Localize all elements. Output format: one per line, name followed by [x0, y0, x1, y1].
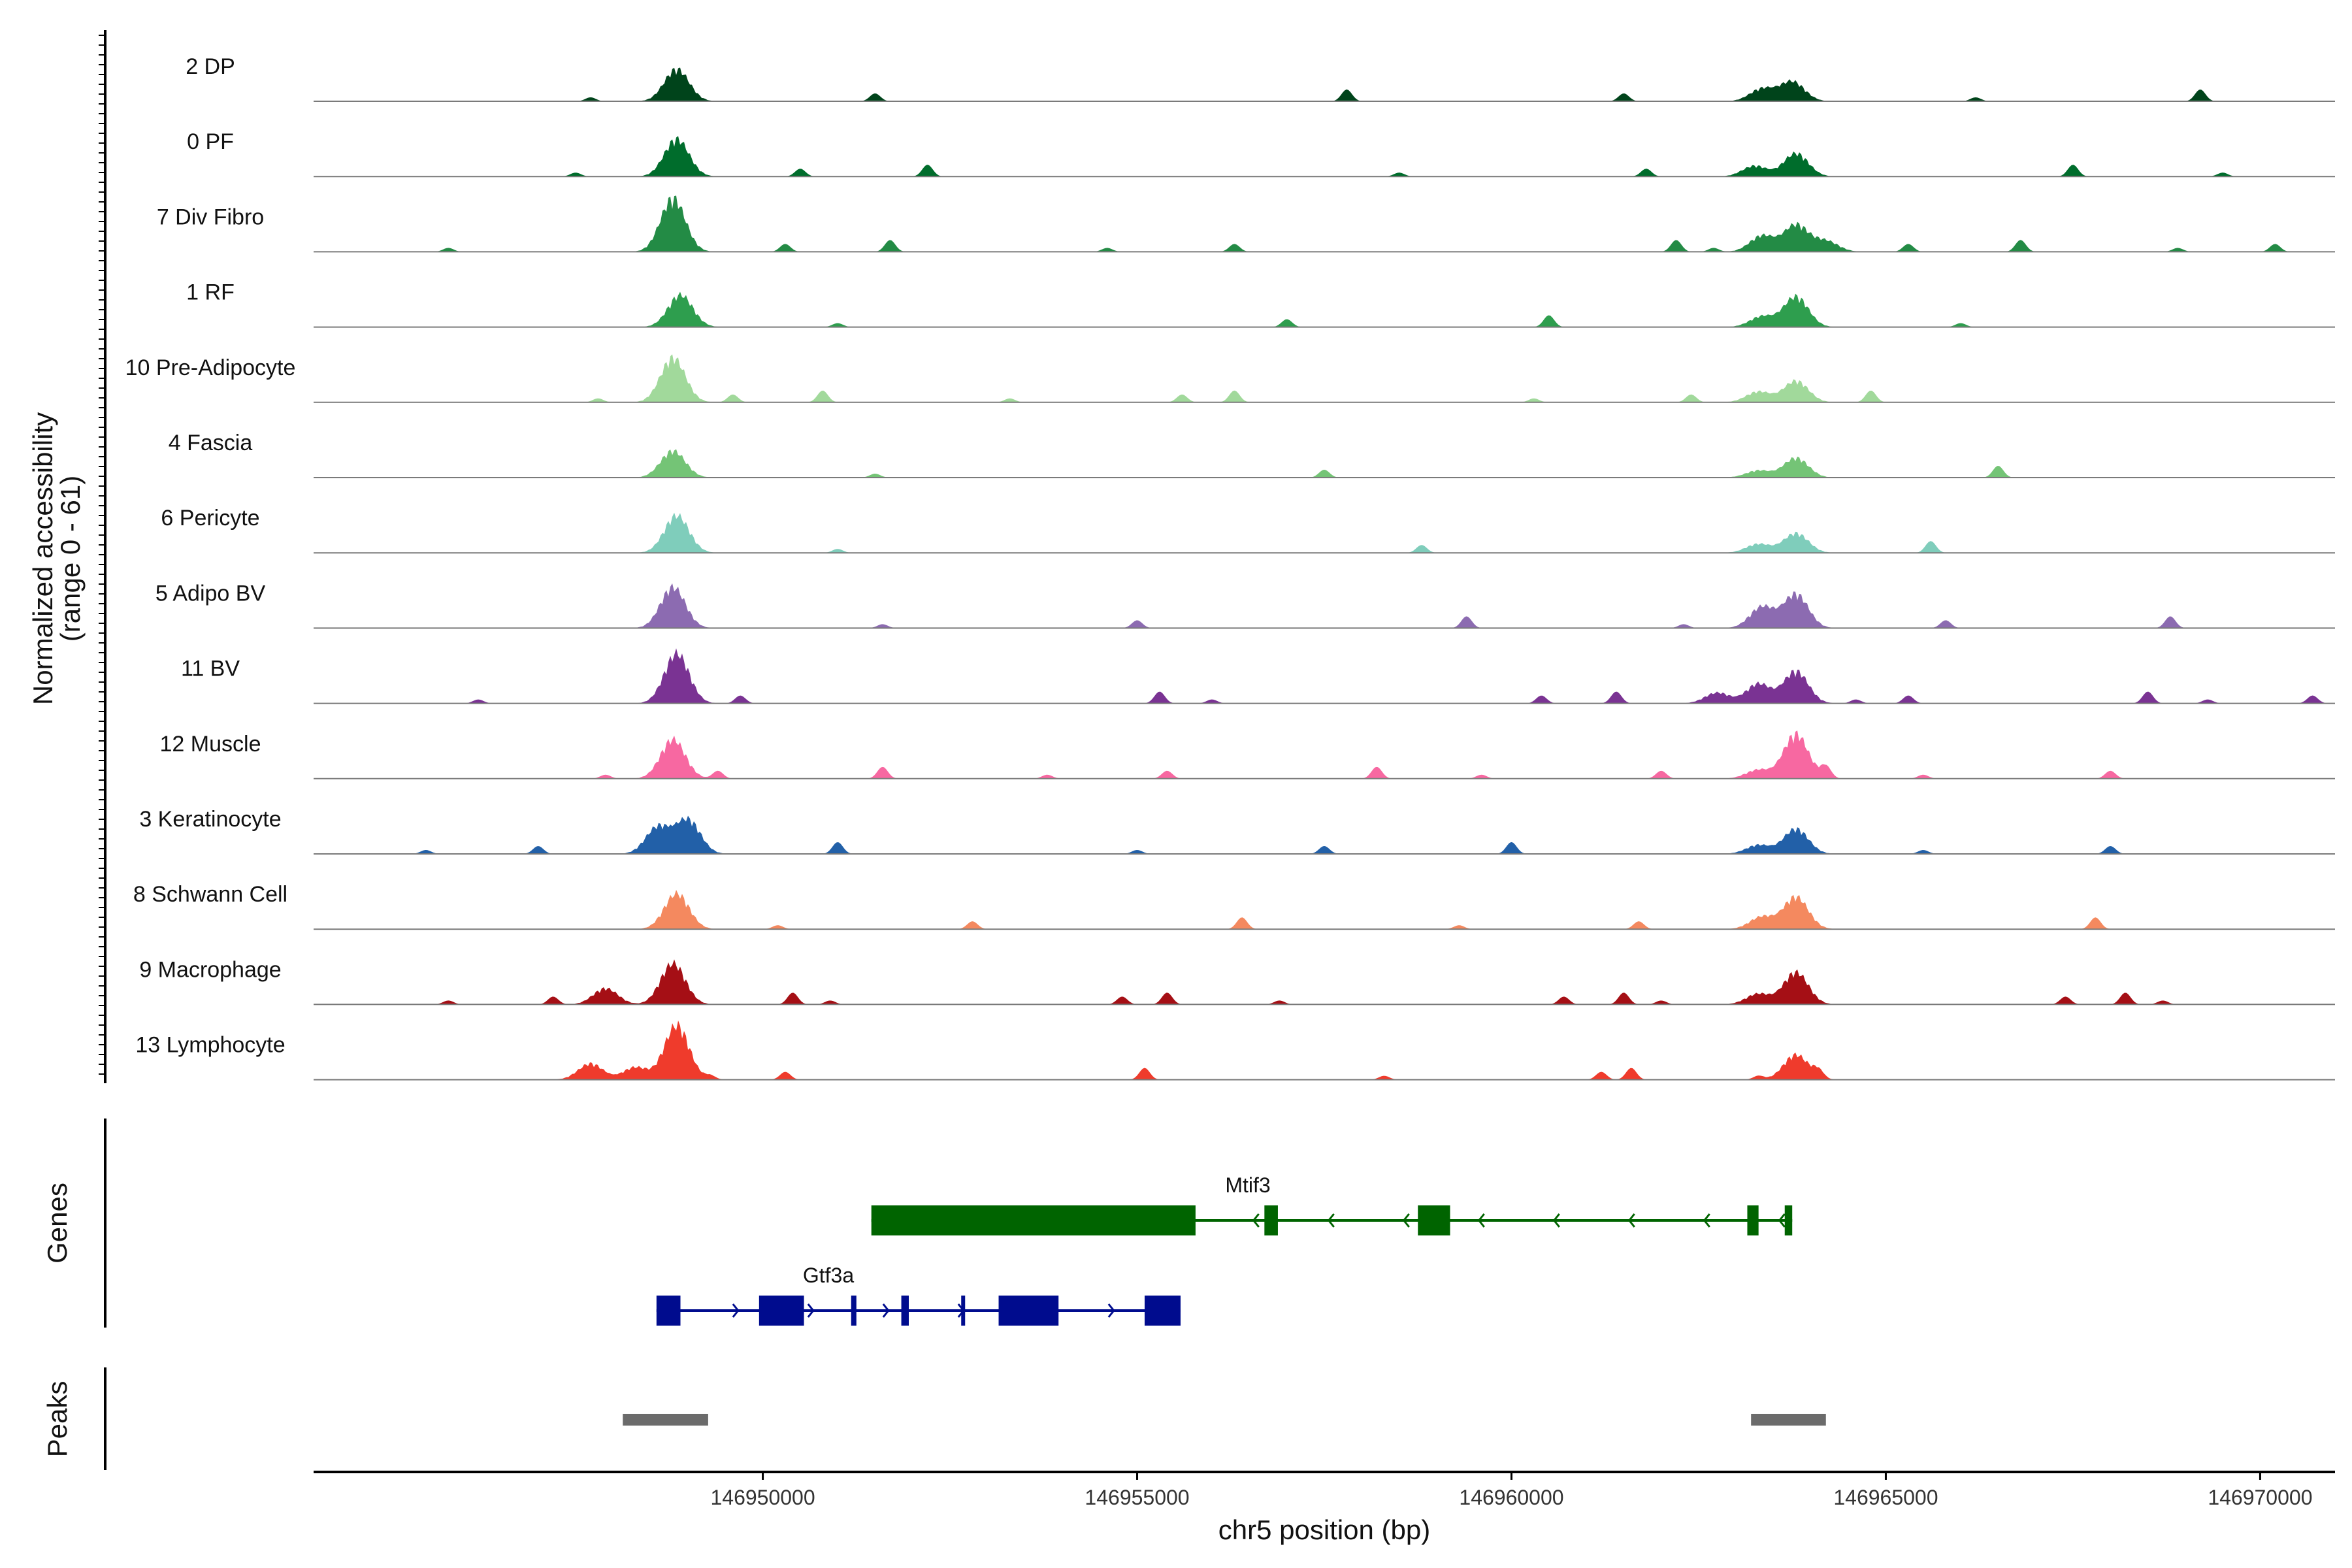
gene-exon-mtif3 — [871, 1205, 1196, 1235]
coverage-area-3-keratinocyte — [314, 815, 2335, 854]
track-label-3-keratinocyte: 3 Keratinocyte — [139, 807, 281, 832]
x-axis-ticks: 146950000 146955000 146960000 146965000 1469… — [710, 1472, 2312, 1509]
gene-strand-arrow-gtf3a — [1107, 1303, 1115, 1318]
gene-strand-arrow-mtif3 — [1477, 1213, 1485, 1228]
track-label-1-rf: 1 RF — [186, 280, 235, 305]
peaks-axis-title: Peaks — [42, 1381, 73, 1458]
coverage-area-2-dp — [314, 67, 2335, 101]
track-label-10-pre-adipocyte: 10 Pre-Adipocyte — [125, 355, 296, 380]
gene-strand-arrow-gtf3a — [807, 1303, 815, 1318]
y-axis-ticks — [99, 35, 105, 1075]
gene-exon-gtf3a — [759, 1296, 804, 1326]
x-tick-label: 146960000 — [1459, 1486, 1563, 1509]
gene-exon-gtf3a — [851, 1296, 857, 1326]
gene-exon-gtf3a — [1144, 1296, 1181, 1326]
x-tick-label: 146950000 — [710, 1486, 815, 1509]
x-axis-title: chr5 position (bp) — [1218, 1514, 1431, 1545]
track-label-13-lymphocyte: 13 Lymphocyte — [135, 1033, 285, 1058]
gene-strand-arrow-gtf3a — [732, 1303, 740, 1318]
coverage-area-1-rf — [314, 291, 2335, 327]
gene-exon-gtf3a — [998, 1296, 1059, 1326]
track-label-5-adipo-bv: 5 Adipo BV — [155, 581, 266, 606]
coverage-area-6-pericyte — [314, 512, 2335, 553]
gene-strand-arrow-mtif3 — [1552, 1213, 1560, 1228]
coverage-area-5-adipo-bv — [314, 583, 2335, 629]
track-label-4-fascia: 4 Fascia — [169, 431, 253, 455]
coverage-area-7-div-fibro — [314, 195, 2335, 252]
peak-track — [623, 1414, 1826, 1426]
gene-strand-arrow-mtif3 — [1252, 1213, 1260, 1228]
y-axis-title-line1: Normalized accessibility — [27, 412, 58, 705]
coverage-area-0-pf — [314, 136, 2335, 177]
gene-strand-arrow-mtif3 — [1327, 1213, 1335, 1228]
gene-exon-gtf3a — [901, 1296, 909, 1326]
coverage-area-8-schwann-cell — [314, 889, 2335, 930]
coverage-area-11-bv — [314, 648, 2335, 704]
y-axis-title-line2: (range 0 - 61) — [55, 476, 86, 642]
coverage-area-4-fascia — [314, 449, 2335, 478]
gene-strand-arrow-mtif3 — [1627, 1213, 1635, 1228]
gene-exon-gtf3a — [656, 1296, 681, 1326]
gene-strand-arrow-mtif3 — [1402, 1213, 1410, 1228]
gene-exon-mtif3 — [1784, 1205, 1793, 1235]
track-label-11-bv: 11 BV — [181, 657, 240, 681]
gene-exon-mtif3 — [1418, 1205, 1450, 1235]
gene-strand-arrow-mtif3 — [1778, 1213, 1786, 1228]
coverage-tracks — [314, 67, 2335, 1081]
gene-strand-arrow-gtf3a — [882, 1303, 890, 1318]
genes-axis-title: Genes — [42, 1183, 73, 1264]
gene-exon-mtif3 — [1264, 1205, 1278, 1235]
peak-region — [623, 1414, 708, 1426]
coverage-area-12-muscle — [314, 730, 2335, 779]
gene-exon-gtf3a — [961, 1296, 966, 1326]
coverage-area-9-macrophage — [314, 959, 2335, 1005]
track-label-7-div-fibro: 7 Div Fibro — [157, 204, 264, 229]
gene-label-mtif3: Mtif3 — [1225, 1173, 1270, 1197]
track-labels: 2 DP 0 PF 7 Div Fibro 1 RF 10 Pre-Adipocyte 4… — [125, 54, 296, 1058]
peak-region — [1751, 1414, 1826, 1426]
track-label-9-macrophage: 9 Macrophage — [139, 957, 281, 982]
track-label-2-dp: 2 DP — [186, 54, 235, 79]
gene-track: Gtf3a Mtif3 — [656, 1173, 1793, 1326]
track-label-6-pericyte: 6 Pericyte — [161, 506, 259, 531]
coverage-area-13-lymphocyte — [314, 1020, 2335, 1080]
track-label-0-pf: 0 PF — [187, 129, 234, 154]
track-label-12-muscle: 12 Muscle — [160, 732, 261, 757]
track-label-8-schwann-cell: 8 Schwann Cell — [133, 882, 287, 907]
gene-label-gtf3a: Gtf3a — [803, 1264, 854, 1287]
x-tick-label: 146955000 — [1085, 1486, 1189, 1509]
gene-strand-arrow-mtif3 — [1703, 1213, 1710, 1228]
x-tick-label: 146970000 — [2208, 1486, 2312, 1509]
gene-exon-mtif3 — [1747, 1205, 1759, 1235]
x-tick-label: 146965000 — [1833, 1486, 1938, 1509]
coverage-area-10-pre-adipocyte — [314, 354, 2335, 402]
